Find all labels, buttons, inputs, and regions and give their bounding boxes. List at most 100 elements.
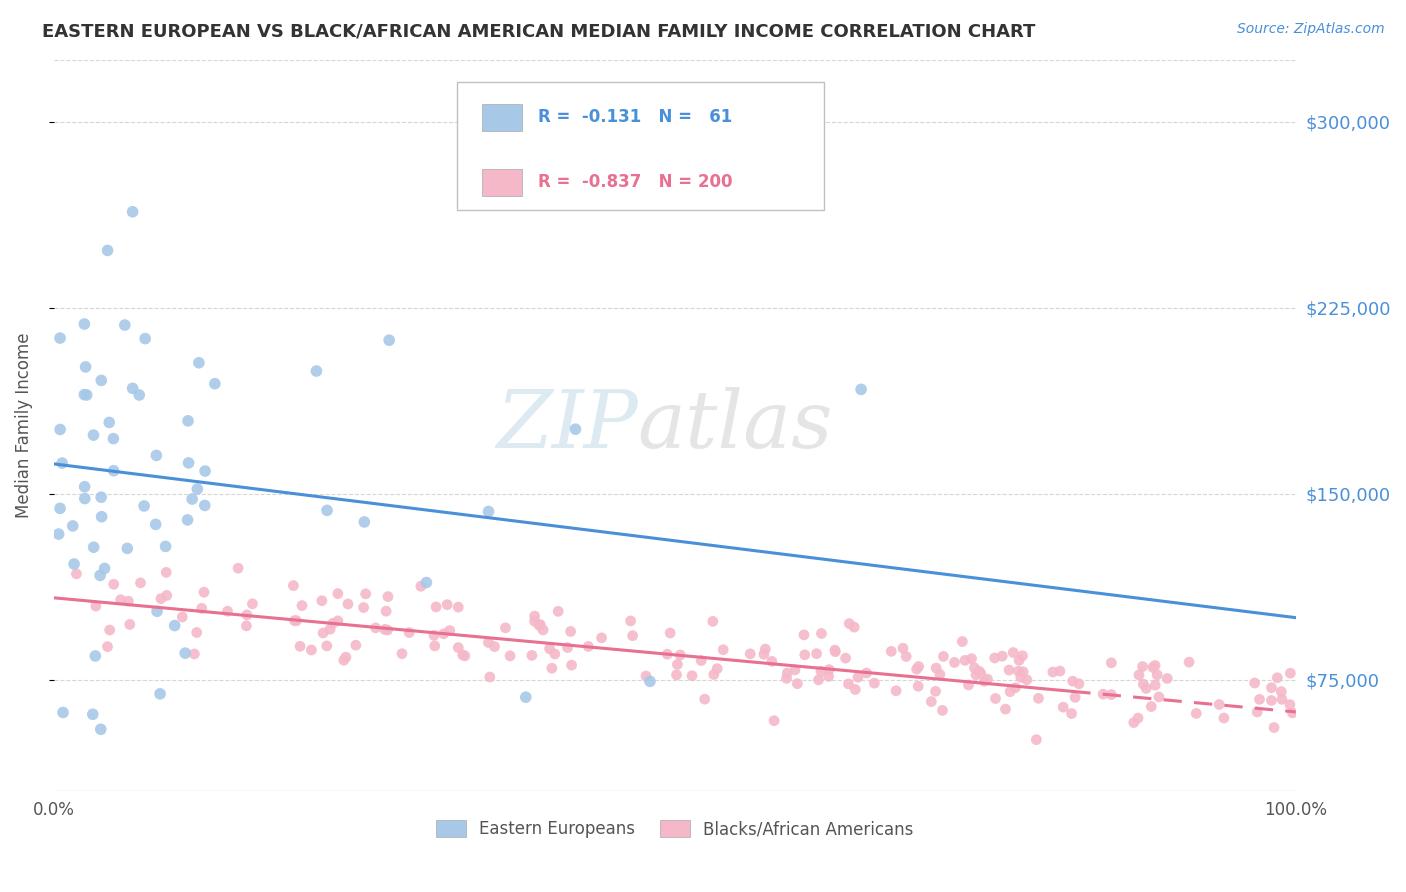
Point — [1279, 666, 1302, 681]
Point — [477, 504, 499, 518]
Point — [90, 723, 112, 737]
Point — [121, 204, 143, 219]
Point — [1015, 673, 1038, 687]
Point — [73, 387, 96, 401]
Point — [761, 654, 783, 668]
Point — [932, 649, 955, 664]
Point — [336, 597, 359, 611]
Point — [973, 674, 995, 689]
Text: atlas: atlas — [637, 387, 832, 464]
Point — [96, 640, 118, 654]
Point — [706, 662, 728, 676]
Point — [953, 653, 976, 667]
Point — [844, 620, 866, 634]
Point — [894, 649, 917, 664]
Point — [423, 639, 446, 653]
Point — [454, 648, 477, 663]
Point — [905, 662, 928, 676]
Point — [332, 653, 354, 667]
Point — [657, 647, 679, 661]
Point — [1007, 664, 1029, 678]
Point — [834, 651, 856, 665]
Point — [863, 676, 886, 690]
Point — [783, 663, 806, 677]
Point — [284, 614, 307, 628]
Point — [884, 683, 907, 698]
Point — [818, 663, 841, 677]
Point — [983, 651, 1005, 665]
Point — [763, 714, 786, 728]
Point — [236, 607, 259, 622]
Point — [477, 635, 499, 649]
Y-axis label: Median Family Income: Median Family Income — [15, 333, 32, 518]
Point — [315, 639, 337, 653]
Point — [541, 661, 564, 675]
Point — [235, 619, 257, 633]
Point — [377, 623, 399, 637]
Point — [998, 684, 1021, 698]
Point — [52, 706, 75, 720]
Point — [378, 333, 401, 347]
Point — [186, 482, 208, 496]
Point — [117, 594, 139, 608]
Point — [620, 614, 643, 628]
Point — [1064, 690, 1087, 705]
Point — [943, 656, 966, 670]
Point — [520, 648, 543, 663]
Point — [1270, 684, 1292, 698]
Point — [925, 661, 948, 675]
Point — [63, 557, 86, 571]
Point — [1062, 674, 1084, 689]
Point — [93, 561, 115, 575]
Point — [335, 650, 357, 665]
Point — [84, 648, 107, 663]
Point — [194, 464, 217, 478]
Point — [1011, 648, 1033, 663]
Point — [1049, 664, 1071, 678]
Point — [322, 616, 344, 631]
Point — [83, 540, 105, 554]
Point — [621, 629, 644, 643]
Point — [73, 491, 96, 506]
Point — [846, 670, 869, 684]
Point — [880, 644, 903, 658]
Point — [103, 464, 125, 478]
Point — [807, 673, 830, 687]
Point — [991, 649, 1014, 664]
Point — [711, 642, 734, 657]
Point — [145, 449, 167, 463]
Point — [76, 388, 98, 402]
Point — [190, 601, 212, 615]
Point — [484, 640, 506, 654]
Point — [1146, 667, 1168, 681]
Point — [793, 648, 815, 662]
Point — [965, 668, 987, 682]
Point — [824, 645, 846, 659]
Point — [891, 641, 914, 656]
Point — [740, 647, 762, 661]
Point — [924, 684, 946, 698]
Point — [544, 647, 567, 661]
Point — [1260, 693, 1282, 707]
Point — [547, 604, 569, 618]
Point — [103, 432, 125, 446]
Point — [1042, 665, 1064, 679]
Point — [806, 647, 828, 661]
Point — [1147, 690, 1170, 704]
Point — [523, 609, 546, 624]
Point — [907, 659, 929, 673]
Point — [177, 456, 200, 470]
Point — [775, 671, 797, 685]
Point — [439, 624, 461, 638]
Point — [176, 513, 198, 527]
Point — [433, 627, 456, 641]
Point — [564, 422, 586, 436]
Point — [49, 501, 72, 516]
Point — [114, 318, 136, 332]
Point — [326, 587, 349, 601]
Point — [305, 364, 328, 378]
Point — [950, 634, 973, 648]
Point — [155, 540, 177, 554]
Point — [495, 621, 517, 635]
Point — [177, 414, 200, 428]
